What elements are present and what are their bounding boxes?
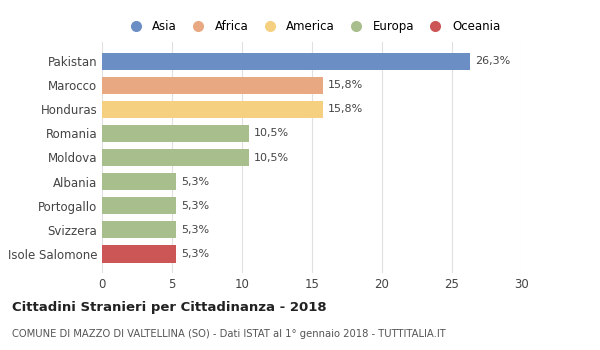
Bar [102,125,249,142]
Bar [102,197,176,214]
Legend: Asia, Africa, America, Europa, Oceania: Asia, Africa, America, Europa, Oceania [121,18,503,36]
Bar [102,77,323,94]
Bar [102,101,323,118]
Text: 26,3%: 26,3% [475,56,511,66]
Bar [102,221,176,238]
Text: 5,3%: 5,3% [181,201,209,211]
Bar [102,245,176,262]
Text: 15,8%: 15,8% [328,104,364,114]
Text: 10,5%: 10,5% [254,128,289,138]
Text: 5,3%: 5,3% [181,225,209,235]
Text: 10,5%: 10,5% [254,153,289,162]
Text: 5,3%: 5,3% [181,249,209,259]
Bar [102,173,176,190]
Bar [102,149,249,166]
Text: COMUNE DI MAZZO DI VALTELLINA (SO) - Dati ISTAT al 1° gennaio 2018 - TUTTITALIA.: COMUNE DI MAZZO DI VALTELLINA (SO) - Dat… [12,329,446,339]
Text: 5,3%: 5,3% [181,177,209,187]
Text: Cittadini Stranieri per Cittadinanza - 2018: Cittadini Stranieri per Cittadinanza - 2… [12,301,326,314]
Text: 15,8%: 15,8% [328,80,364,90]
Bar [102,52,470,70]
